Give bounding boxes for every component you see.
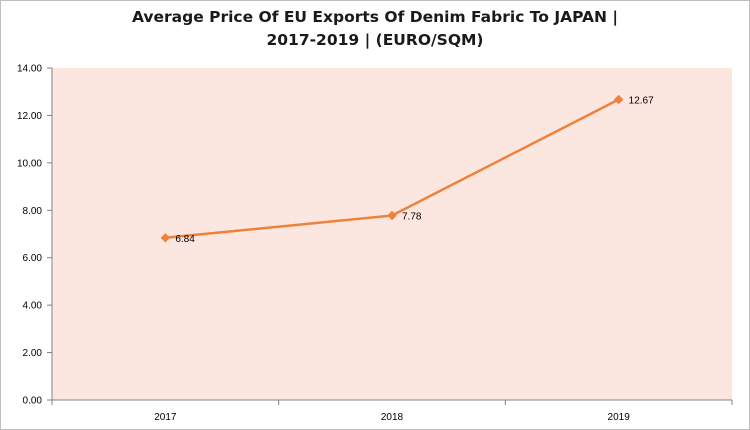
chart-title: Average Price Of EU Exports Of Denim Fab…	[0, 6, 750, 52]
y-tick-label: 10.00	[17, 158, 42, 169]
plot-area	[52, 68, 732, 400]
x-tick-label: 2019	[608, 412, 631, 423]
data-point-marker	[613, 94, 624, 105]
x-tick-label: 2017	[154, 412, 177, 423]
chart-title-line-2: 2017-2019 | (EURO/SQM)	[266, 31, 484, 49]
y-tick-label: 2.00	[23, 348, 43, 359]
data-label: 7.78	[402, 212, 422, 223]
data-label: 6.84	[175, 234, 195, 245]
data-point-marker	[387, 210, 397, 221]
y-tick-label: 12.00	[17, 111, 42, 122]
y-tick-label: 14.00	[17, 64, 42, 75]
data-label: 12.67	[629, 96, 654, 107]
data-point-marker	[160, 233, 171, 243]
y-tick-label: 4.00	[23, 301, 43, 312]
y-tick-label: 6.00	[23, 253, 43, 264]
y-tick-label: 0.00	[23, 396, 43, 407]
chart-title-line-1: Average Price Of EU Exports Of Denim Fab…	[131, 8, 619, 26]
y-tick-label: 8.00	[23, 206, 43, 217]
x-tick-label: 2018	[381, 412, 404, 423]
